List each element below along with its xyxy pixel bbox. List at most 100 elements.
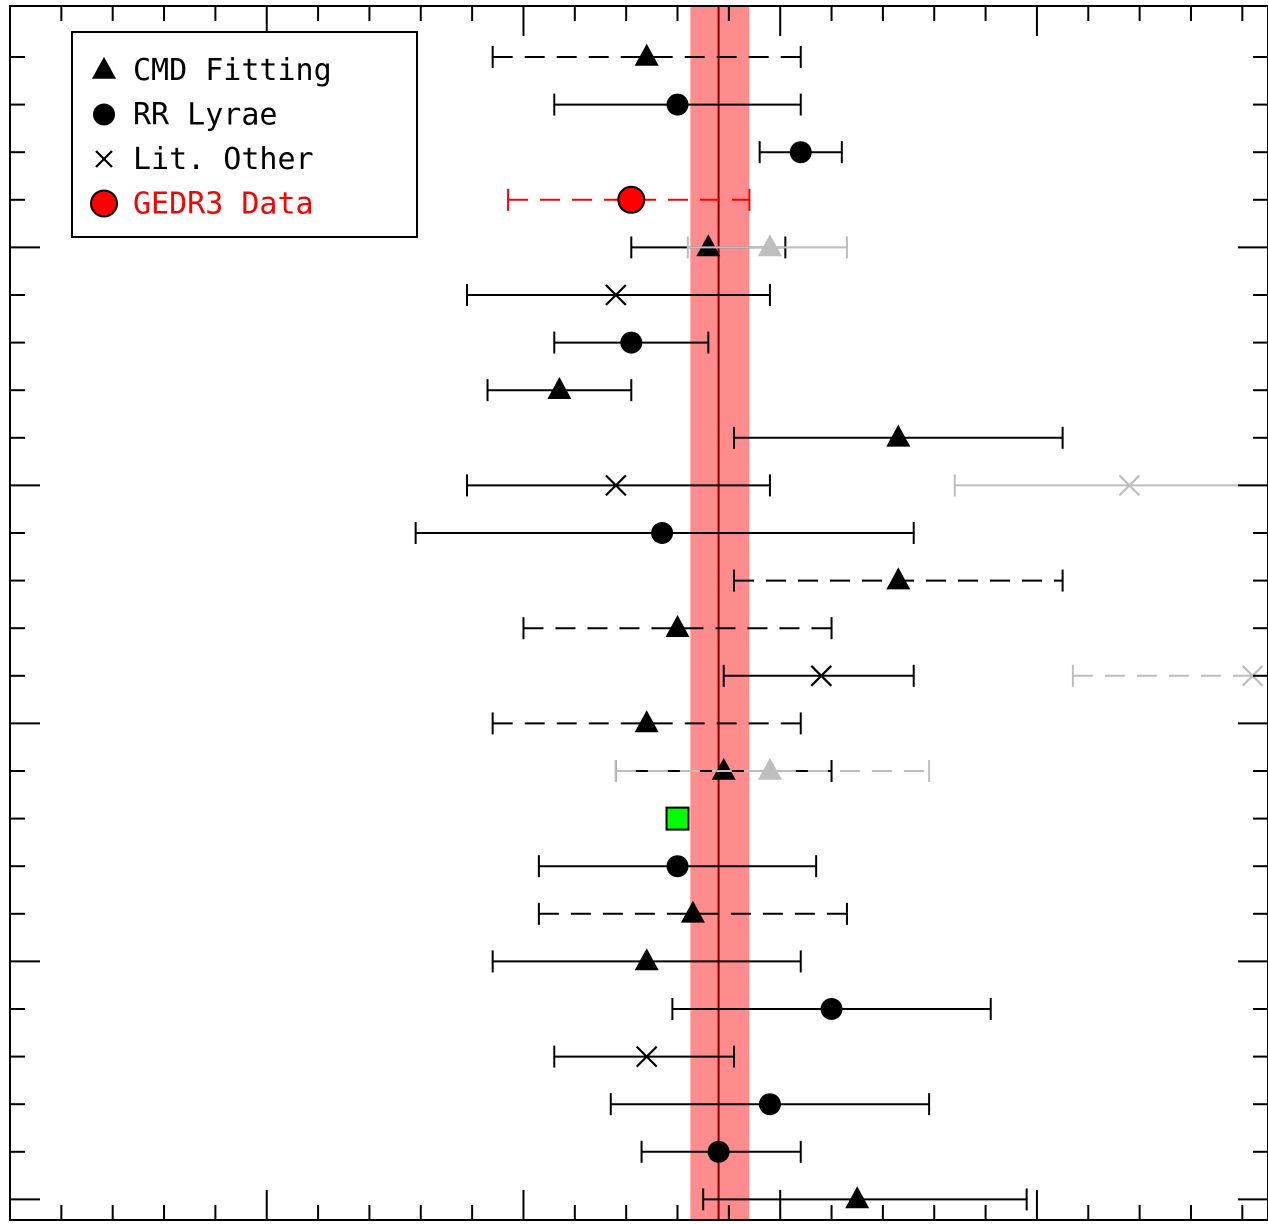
measurement-6-1 (465, 284, 771, 306)
measurement-4-1 (507, 185, 751, 214)
measurement-11-1 (414, 522, 915, 544)
triangle-marker (634, 948, 659, 971)
data-row-12 (732, 567, 1064, 592)
measurement-16-2 (614, 757, 931, 782)
measurement-10-1 (465, 474, 771, 497)
data-row-20 (491, 948, 802, 973)
data-row-4 (507, 185, 751, 214)
legend-item-gedr3: GEDR3 Data (90, 187, 314, 222)
square-marker (665, 806, 690, 831)
measurement-9-1 (732, 424, 1064, 449)
x-marker-stroke-b (605, 284, 627, 306)
data-row-10 (465, 474, 1268, 497)
legend-label-gedr3: GEDR3 Data (133, 187, 314, 222)
data-row-5 (630, 234, 848, 259)
data-row-11 (414, 522, 915, 544)
triangle-marker (886, 567, 911, 590)
measurement-13-1 (522, 615, 833, 640)
legend-box (71, 31, 418, 238)
triangle-marker (696, 234, 721, 257)
triangle-marker (634, 43, 659, 66)
measurement-23-1 (609, 1093, 931, 1116)
circle-marker (820, 998, 843, 1020)
data-row-21 (671, 998, 992, 1020)
triangle-marker (757, 234, 782, 257)
circle-marker (707, 1140, 730, 1163)
data-row-25 (702, 1186, 1028, 1211)
circle-marker (666, 855, 689, 878)
gedr3-circle-marker (617, 185, 646, 214)
measurement-18-1 (537, 855, 818, 878)
measurement-14-1 (722, 664, 915, 687)
measurement-10-2 (953, 474, 1268, 497)
measurement-20-1 (491, 948, 802, 973)
measurement-21-1 (671, 998, 992, 1020)
measurement-8-1 (486, 377, 633, 402)
triangle-marker (680, 900, 705, 923)
x-marker-stroke-b (605, 474, 627, 497)
x-marker-stroke-b (635, 1045, 658, 1068)
plot-frame-layer (9, 5, 1268, 1221)
data-row-1 (491, 43, 802, 68)
legend-item-rr: RR Lyrae (93, 98, 278, 133)
triangle-marker (665, 615, 690, 637)
x-marker-stroke-b (810, 665, 833, 687)
circle-marker (620, 331, 643, 354)
legend-label-lit: Lit. Other (133, 142, 314, 177)
data-row-2 (553, 93, 802, 116)
data-row-19 (537, 900, 848, 925)
data-row-17 (665, 806, 690, 831)
circle-marker (758, 1093, 781, 1116)
triangle-marker (711, 757, 736, 780)
triangle-marker (845, 1186, 870, 1209)
measurement-24-1 (640, 1140, 802, 1163)
measurement-15-1 (491, 710, 802, 735)
legend-label-rr: RR Lyrae (133, 98, 278, 133)
data-row-3 (758, 141, 843, 164)
circle-marker (651, 522, 674, 544)
reference-band-layer (690, 6, 750, 1220)
data-row-16 (614, 757, 931, 782)
measurement-22-1 (553, 1045, 735, 1068)
measurement-1-1 (491, 43, 802, 68)
triangle-marker (757, 757, 782, 780)
measurement-5-2 (686, 234, 848, 259)
data-row-24 (640, 1140, 802, 1163)
data-row-15 (491, 710, 802, 735)
circle-marker (93, 103, 115, 126)
legend-label-cmd: CMD Fitting (133, 53, 332, 88)
x-marker-stroke-b (1118, 474, 1141, 497)
legend-item-lit: Lit. Other (95, 142, 314, 177)
data-row-13 (522, 615, 833, 640)
measurement-25-1 (702, 1186, 1028, 1211)
data-row-23 (609, 1093, 931, 1116)
plot-frame (9, 5, 1268, 1221)
data-row-22 (553, 1045, 735, 1068)
x-marker-stroke-b (95, 150, 113, 168)
data-row-8 (486, 377, 633, 402)
measurement-17-1 (665, 806, 690, 831)
legend: CMD Fitting RR Lyrae Lit. Other GEDR3 Data (71, 31, 418, 238)
reference-band (690, 6, 750, 1220)
measurement-2-1 (553, 93, 802, 116)
measurement-marks-layer (414, 43, 1268, 1211)
x-marker-stroke-b (1241, 665, 1264, 687)
data-row-14 (722, 664, 1268, 687)
triangle-marker (886, 424, 911, 447)
circle-marker (789, 141, 812, 164)
measurement-19-1 (537, 900, 848, 925)
measurement-12-1 (732, 567, 1064, 592)
triangle-marker (547, 377, 572, 399)
data-row-18 (537, 855, 818, 878)
data-row-6 (465, 284, 771, 306)
legend-item-cmd: CMD Fitting (92, 53, 332, 88)
triangle-marker (634, 710, 659, 733)
circle-marker (666, 93, 689, 116)
measurement-7-1 (553, 331, 710, 354)
gedr3-circle-marker (90, 189, 118, 218)
measurement-16-1 (614, 757, 833, 782)
data-row-9 (732, 424, 1064, 449)
triangle-marker (92, 56, 116, 79)
measurement-14-2 (1071, 664, 1268, 687)
